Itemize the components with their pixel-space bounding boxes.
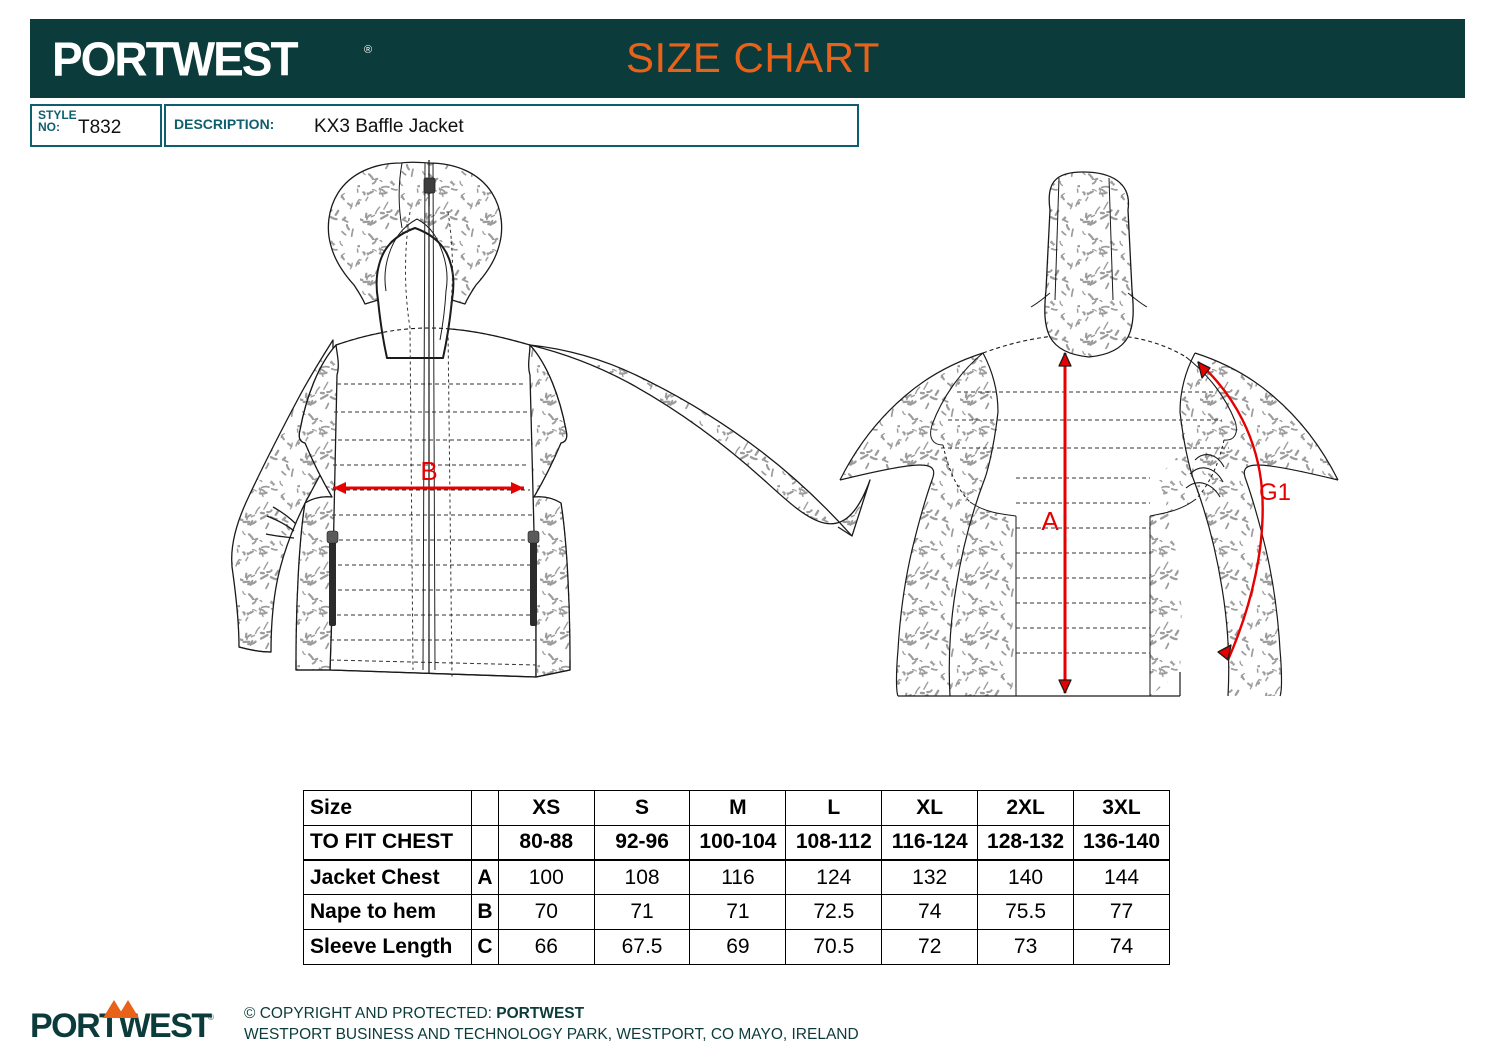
svg-text:A: A	[1041, 506, 1059, 536]
svg-text:B: B	[420, 456, 437, 486]
svg-text:G1: G1	[1259, 479, 1291, 506]
